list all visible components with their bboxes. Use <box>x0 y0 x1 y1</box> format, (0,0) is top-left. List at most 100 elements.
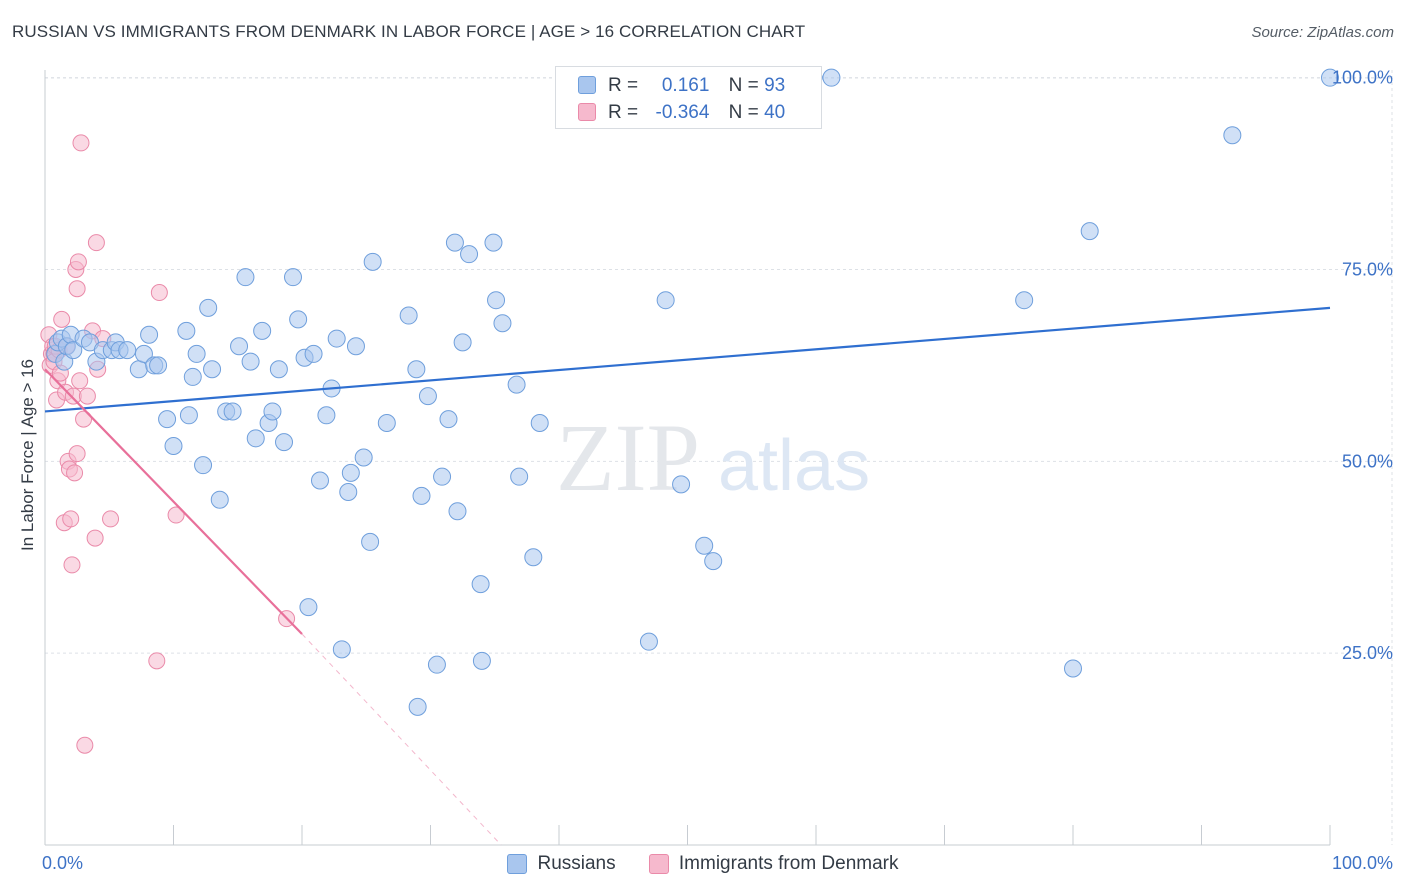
russian-point[interactable] <box>408 697 427 716</box>
russian-point[interactable] <box>149 356 168 375</box>
russian-point[interactable] <box>695 536 714 555</box>
denmark-point[interactable] <box>86 529 104 547</box>
russian-point[interactable] <box>284 268 303 287</box>
russian-point[interactable] <box>487 291 506 310</box>
russian-point[interactable] <box>524 548 543 567</box>
russian-point[interactable] <box>427 655 446 674</box>
russian-point[interactable] <box>118 341 137 360</box>
russian-point[interactable] <box>510 467 529 486</box>
russian-point[interactable] <box>656 291 675 310</box>
russian-point[interactable] <box>460 245 479 264</box>
russian-point[interactable] <box>418 387 437 406</box>
russian-point[interactable] <box>341 463 360 482</box>
russian-point[interactable] <box>493 314 512 333</box>
russian-point[interactable] <box>363 252 382 271</box>
russian-point[interactable] <box>177 321 196 340</box>
russian-point[interactable] <box>484 233 503 252</box>
denmark-point[interactable] <box>167 506 185 524</box>
denmark-point[interactable] <box>53 310 71 328</box>
russian-points <box>46 68 1339 716</box>
denmark-point[interactable] <box>66 464 84 482</box>
russian-point[interactable] <box>164 436 183 455</box>
russian-point[interactable] <box>134 344 153 363</box>
russian-point[interactable] <box>1223 126 1242 145</box>
russian-point[interactable] <box>304 344 323 363</box>
legend-swatch-russians <box>507 854 528 874</box>
russian-point[interactable] <box>223 402 242 421</box>
denmark-point[interactable] <box>102 510 120 528</box>
legend-r-value: -0.364 <box>655 102 710 123</box>
russian-point[interactable] <box>199 298 218 317</box>
russian-point[interactable] <box>129 360 148 379</box>
russian-point[interactable] <box>194 456 213 475</box>
russian-point[interactable] <box>327 329 346 348</box>
russian-point[interactable] <box>203 360 222 379</box>
legend-item-russians[interactable]: Russians <box>507 853 616 875</box>
denmark-point[interactable] <box>62 510 80 528</box>
russian-point[interactable] <box>275 433 294 452</box>
russian-point[interactable] <box>183 367 202 386</box>
russian-point[interactable] <box>412 486 431 505</box>
russian-point[interactable] <box>377 413 396 432</box>
denmark-point[interactable] <box>75 410 93 428</box>
denmark-point[interactable] <box>68 280 86 298</box>
russian-point[interactable] <box>269 360 288 379</box>
russian-point[interactable] <box>361 532 380 551</box>
russian-point[interactable] <box>354 448 373 467</box>
russian-point[interactable] <box>230 337 249 356</box>
russian-point[interactable] <box>407 360 426 379</box>
russian-point[interactable] <box>472 651 491 670</box>
legend-item-denmark[interactable]: Immigrants from Denmark <box>648 853 899 875</box>
russian-point[interactable] <box>179 406 198 425</box>
russian-point[interactable] <box>433 467 452 486</box>
denmark-point[interactable] <box>72 134 90 152</box>
russian-point[interactable] <box>1064 659 1082 678</box>
russian-point[interactable] <box>1321 68 1339 87</box>
russian-point[interactable] <box>236 268 255 287</box>
russian-point[interactable] <box>346 337 365 356</box>
russian-point[interactable] <box>317 406 336 425</box>
russian-point[interactable] <box>289 310 308 329</box>
russian-point[interactable] <box>1080 222 1099 241</box>
x-tick-label: 0.0% <box>42 853 83 873</box>
watermark-atlas: atlas <box>718 426 870 506</box>
russian-point[interactable] <box>704 552 723 571</box>
russian-point[interactable] <box>448 502 467 521</box>
denmark-point[interactable] <box>87 234 105 252</box>
russian-point[interactable] <box>187 344 206 363</box>
russian-point[interactable] <box>310 471 329 490</box>
russian-point[interactable] <box>507 375 526 394</box>
denmark-point[interactable] <box>68 445 86 463</box>
russian-point[interactable] <box>140 325 159 344</box>
russian-point[interactable] <box>453 333 472 352</box>
russian-point[interactable] <box>241 352 260 371</box>
source-label: Source: ZipAtlas.com <box>1251 24 1394 41</box>
russian-point[interactable] <box>822 68 841 87</box>
russian-point[interactable] <box>439 410 458 429</box>
russian-point[interactable] <box>253 321 272 340</box>
denmark-point[interactable] <box>69 253 87 271</box>
russian-point[interactable] <box>1015 291 1034 310</box>
russian-point[interactable] <box>530 413 549 432</box>
denmark-point[interactable] <box>78 387 96 405</box>
denmark-point[interactable] <box>63 556 81 574</box>
denmark-point[interactable] <box>148 652 166 670</box>
russian-point[interactable] <box>471 575 490 594</box>
russian-point[interactable] <box>263 402 282 421</box>
russian-point[interactable] <box>399 306 418 325</box>
russian-point[interactable] <box>158 410 177 429</box>
russian-point[interactable] <box>445 233 464 252</box>
russian-point[interactable] <box>299 598 318 617</box>
russian-point[interactable] <box>339 483 358 502</box>
russian-point[interactable] <box>639 632 658 651</box>
denmark-point[interactable] <box>150 284 168 302</box>
legend-row-denmark: R = -0.364 N = 40 <box>578 102 785 124</box>
russian-point[interactable] <box>672 475 691 494</box>
russian-point[interactable] <box>210 490 229 509</box>
russian-point[interactable] <box>246 429 265 448</box>
denmark-point[interactable] <box>71 372 89 390</box>
russian-point[interactable] <box>64 341 83 360</box>
denmark-point[interactable] <box>76 736 94 754</box>
denmark-point[interactable] <box>64 387 82 405</box>
russian-point[interactable] <box>332 640 351 659</box>
